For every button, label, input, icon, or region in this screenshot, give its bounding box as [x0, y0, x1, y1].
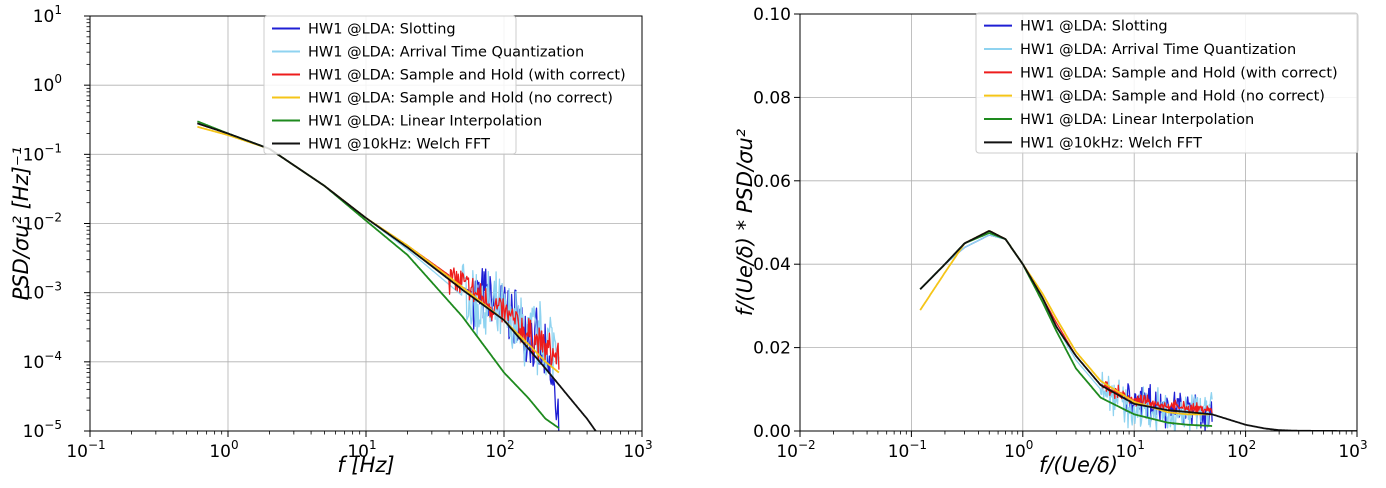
- y-tick-label: 10−1: [23, 141, 62, 165]
- x-axis-label: f/(Ue/δ): [1039, 453, 1118, 477]
- tick-labels: 10−2 10−1 100 101 102 103 0.00 0.02 0.04 0.06 0.08…: [753, 5, 1368, 462]
- y-tick-label: 10−5: [23, 418, 62, 442]
- minor-ticks: [833, 431, 1353, 435]
- series-group: [919, 230, 1357, 431]
- series-line: [197, 122, 597, 431]
- y-tick-label: 0.06: [753, 172, 791, 192]
- legend-label: HW1 @10kHz: Welch FFT: [1020, 135, 1202, 151]
- x-axis-label: f [Hz]: [337, 453, 394, 477]
- x-tick-label: 10−1: [888, 438, 927, 462]
- x-tick-label: 103: [1338, 438, 1367, 462]
- series-line: [197, 122, 560, 431]
- series-line: [196, 120, 560, 429]
- y-tick-label: 0.00: [753, 422, 791, 442]
- y-tick-label: 101: [33, 3, 62, 27]
- x-tick-label: 102: [1227, 438, 1256, 462]
- x-tick-label: 101: [1116, 438, 1145, 462]
- minor-ticks: [86, 18, 637, 435]
- series-line: [197, 122, 560, 379]
- legend-label: HW1 @10kHz: Welch FFT: [308, 137, 490, 153]
- x-tick-label: 102: [485, 438, 514, 462]
- series-group: [196, 120, 597, 431]
- legend: HW1 @LDA: Slotting HW1 @LDA: Arrival Time…: [975, 12, 1359, 154]
- series-line: [197, 122, 560, 370]
- y-tick-label: 10−2: [23, 211, 62, 235]
- y-tick-label: 0.02: [753, 339, 791, 359]
- premultiplied-psd-chart: 10−2 10−1 100 101 102 103 0.00 0.02 0.04 0.06 0.08…: [733, 5, 1368, 477]
- y-tick-label: 10−3: [23, 280, 62, 304]
- x-tick-label: 100: [209, 438, 238, 462]
- tick-labels: 10−1 100 101 102 103 10−5 10−4 10−3 10−2 10−1 100 1…: [23, 3, 653, 462]
- legend-label: HW1 @LDA: Arrival Time Quantization: [308, 45, 584, 61]
- x-tick-label: 100: [1004, 438, 1033, 462]
- series-line: [919, 230, 1357, 431]
- y-tick-label: 0.08: [753, 88, 791, 108]
- y-tick-label: 0.04: [753, 255, 791, 275]
- series-line: [197, 125, 560, 374]
- series-line: [919, 230, 1213, 415]
- legend-label: HW1 @LDA: Linear Interpolation: [308, 114, 542, 130]
- series-line: [919, 230, 1213, 416]
- legend-label: HW1 @LDA: Arrival Time Quantization: [1020, 42, 1296, 58]
- x-tick-label: 10−1: [66, 438, 105, 462]
- legend-box: [263, 15, 517, 155]
- legend-label: HW1 @LDA: Sample and Hold (no correct): [1020, 89, 1325, 105]
- y-axis-label: f/(Ue/δ) * PSD/σu²: [733, 128, 757, 316]
- x-tick-label: 101: [347, 438, 376, 462]
- legend-label: HW1 @LDA: Sample and Hold (with correct): [1020, 65, 1338, 81]
- legend-label: HW1 @LDA: Slotting: [1020, 19, 1168, 35]
- series-line: [919, 232, 1213, 427]
- x-tick-label: 103: [623, 438, 652, 462]
- series-line: [919, 234, 1213, 431]
- y-tick-label: 10−4: [23, 349, 62, 373]
- x-tick-label: 10−2: [776, 438, 815, 462]
- legend: HW1 @LDA: Slotting HW1 @LDA: Arrival Time…: [263, 15, 626, 155]
- y-axis-label: PSD/σu² [Hz]⁻¹: [9, 147, 33, 301]
- legend-label: HW1 @LDA: Slotting: [308, 22, 456, 38]
- y-tick-label: 100: [33, 72, 62, 96]
- legend-label: HW1 @LDA: Sample and Hold (no correct): [308, 91, 613, 107]
- psd-chart: 10−1 100 101 102 103 10−5 10−4 10−3 10−2 10−1 100 1…: [9, 3, 653, 477]
- legend-label: HW1 @LDA: Sample and Hold (with correct): [308, 68, 626, 84]
- legend-label: HW1 @LDA: Linear Interpolation: [1020, 112, 1254, 128]
- y-tick-label: 0.10: [753, 5, 791, 25]
- legend-box: [975, 12, 1359, 154]
